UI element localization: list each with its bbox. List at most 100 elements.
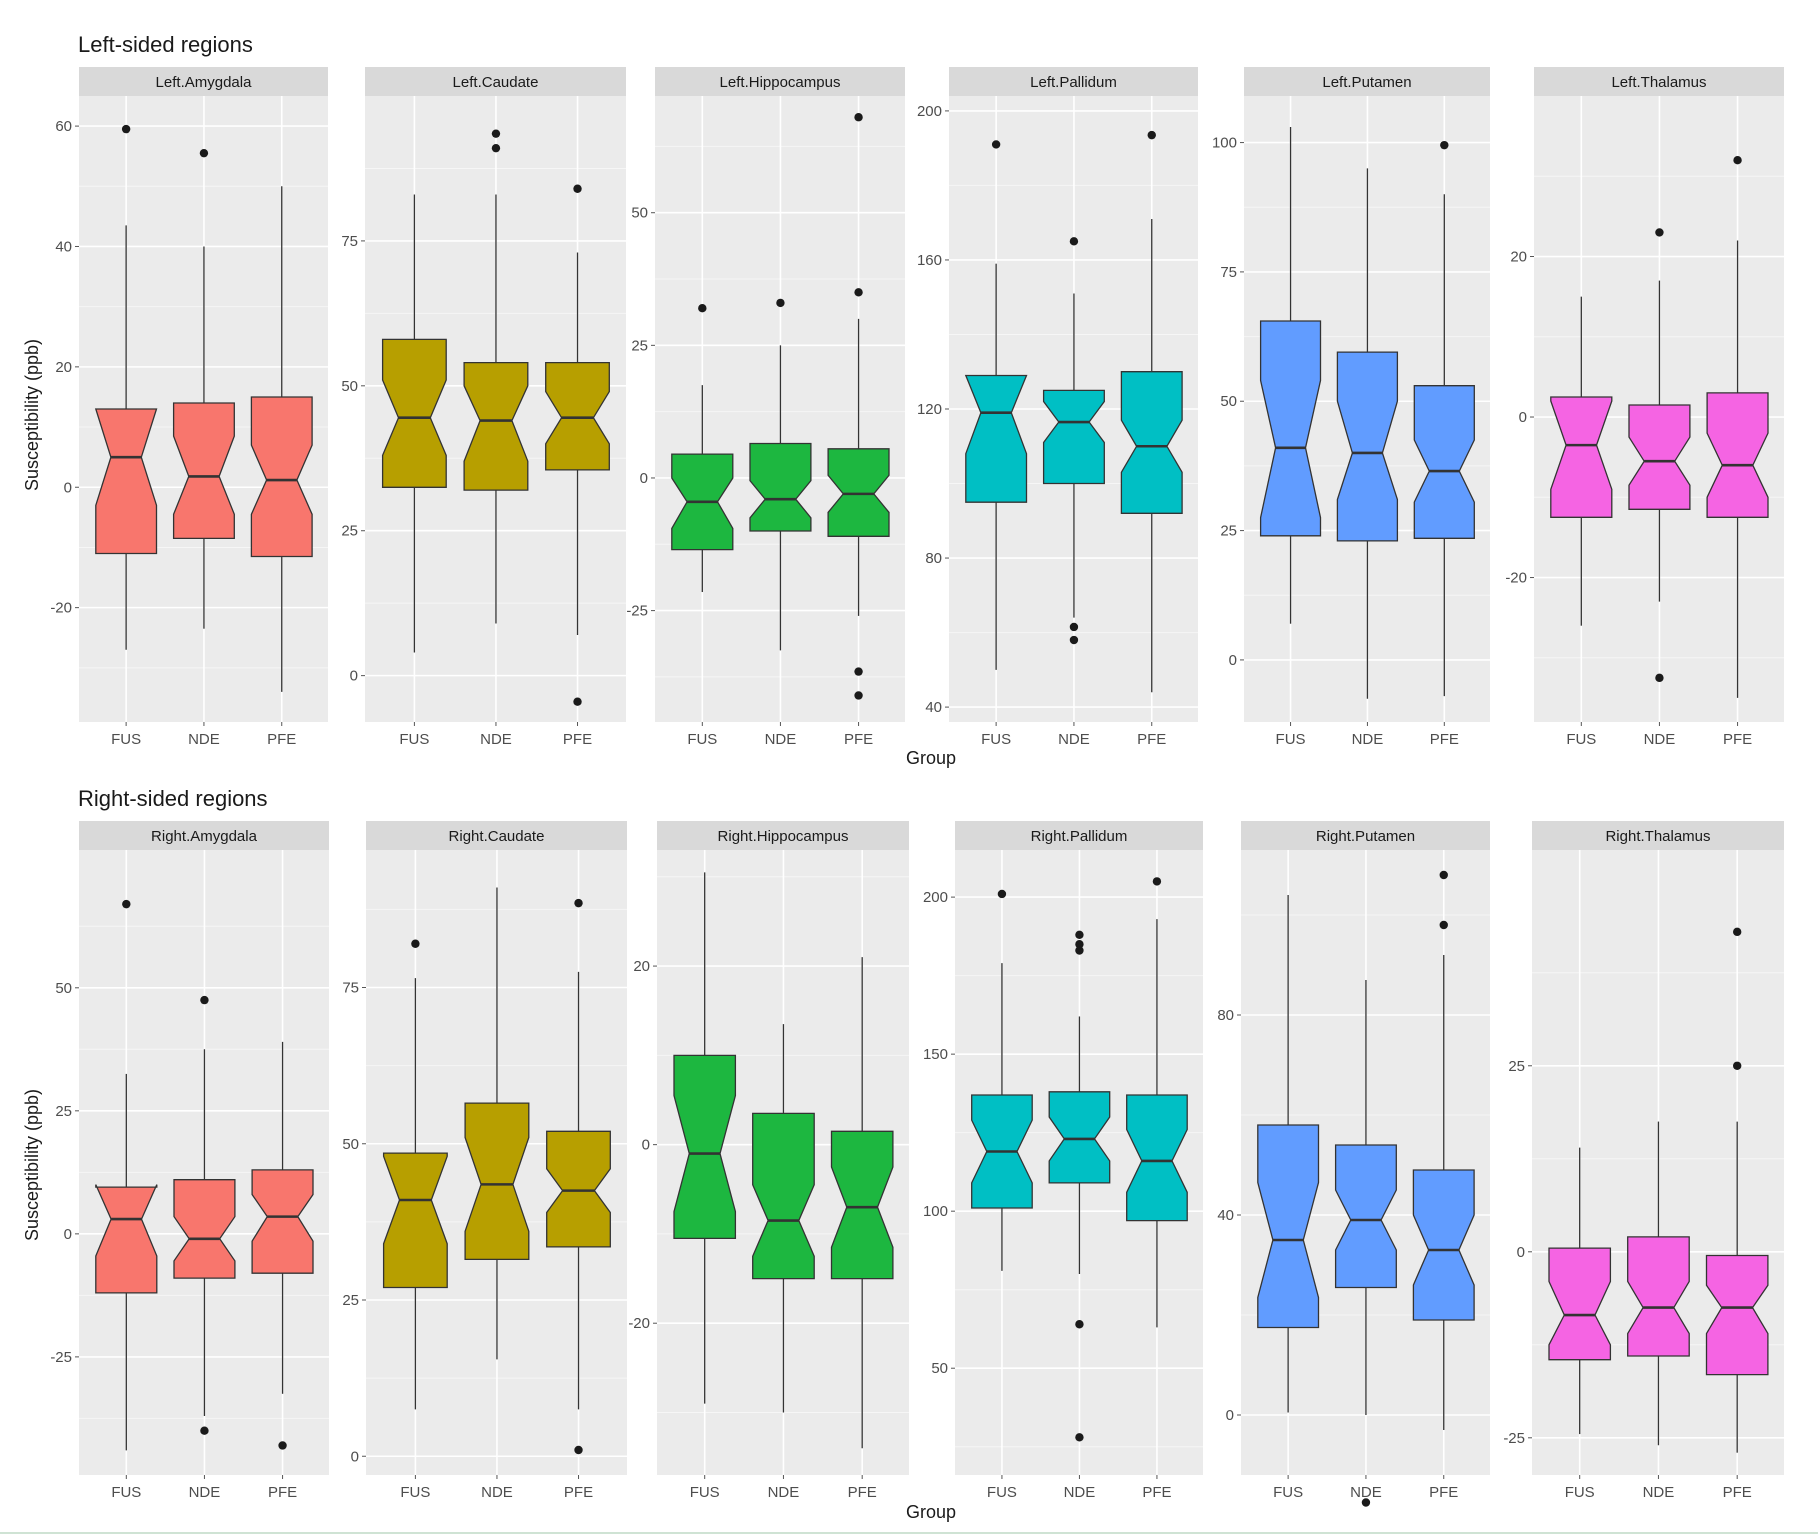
- facet-left-pallidum: Left.Pallidum 40 80 120 160 200 FUS NDE PFE: [917, 67, 1198, 748]
- y-tick-label: 0: [64, 1226, 72, 1243]
- x-tick-label: PFE: [563, 731, 592, 748]
- box-fus: [94, 124, 158, 650]
- y-tick-label: 0: [351, 1448, 359, 1465]
- facet-strip-label: Left.Amygdala: [156, 74, 253, 91]
- box-pfe: [1120, 130, 1183, 693]
- y-tick-label: 150: [923, 1046, 948, 1063]
- outlier-point: [199, 148, 209, 158]
- box-fus: [1259, 127, 1322, 624]
- facet-strip-label: Left.Pallidum: [1030, 74, 1117, 91]
- outlier-point: [122, 899, 131, 909]
- notched-box: [95, 1184, 158, 1294]
- x-tick-label: NDE: [481, 1484, 513, 1501]
- facet-strip-label: Right.Thalamus: [1605, 828, 1710, 845]
- notched-box: [830, 1130, 894, 1280]
- outlier-point: [411, 939, 420, 948]
- x-tick-label: NDE: [1644, 731, 1676, 748]
- facet-strip-label: Right.Putamen: [1316, 828, 1415, 845]
- notched-box: [1413, 385, 1475, 539]
- y-tick-label: 25: [1220, 523, 1237, 540]
- facet-left-caudate: Left.Caudate 0 25 50 75 FUS NDE PFE: [341, 67, 626, 748]
- notched-box: [673, 1054, 737, 1240]
- y-tick-label: 20: [1510, 249, 1527, 266]
- outlier-point: [1147, 130, 1156, 140]
- outlier-point: [854, 288, 863, 297]
- notched-box: [1334, 1144, 1397, 1289]
- notched-box: [1550, 396, 1613, 518]
- x-tick-label: FUS: [400, 1484, 430, 1501]
- y-tick-label: 0: [1226, 1407, 1234, 1424]
- box-pfe: [830, 957, 894, 1449]
- outlier-point: [1732, 927, 1742, 937]
- right-y-axis-title: Susceptibility (ppb): [22, 1089, 42, 1241]
- notched-box: [464, 1102, 530, 1261]
- outlier-point: [1075, 940, 1084, 949]
- facet-strip: [1534, 67, 1784, 96]
- box-nde: [1042, 237, 1105, 645]
- y-tick-label: -20: [50, 600, 72, 617]
- y-tick-label: 40: [55, 238, 72, 255]
- notched-box: [1126, 1094, 1188, 1222]
- outlier-point: [1075, 946, 1084, 955]
- notched-box: [1048, 1091, 1111, 1184]
- box-pfe: [1705, 927, 1769, 1453]
- notched-box: [381, 338, 447, 488]
- facet-strip: [1244, 67, 1490, 96]
- outlier-point: [997, 889, 1007, 899]
- x-tick-label: NDE: [1064, 1484, 1096, 1501]
- notched-box: [250, 396, 313, 558]
- notched-box: [546, 1130, 611, 1248]
- box-fus: [964, 140, 1028, 670]
- x-tick-label: FUS: [690, 1484, 720, 1501]
- box-fus: [671, 304, 734, 593]
- y-tick-label: 120: [917, 401, 942, 418]
- x-tick-label: PFE: [1723, 1484, 1752, 1501]
- y-tick-label: 50: [55, 980, 72, 997]
- x-tick-label: FUS: [1273, 1484, 1303, 1501]
- x-tick-label: PFE: [848, 1484, 877, 1501]
- x-tick-label: PFE: [1723, 731, 1752, 748]
- outlier-point: [698, 304, 707, 313]
- box-nde: [1628, 228, 1691, 683]
- box-nde: [172, 148, 235, 629]
- outlier-point: [1733, 156, 1742, 165]
- y-tick-label: 50: [342, 1136, 359, 1153]
- outlier-point: [1075, 1433, 1084, 1442]
- outlier-point: [1655, 228, 1664, 237]
- facet-strip: [365, 67, 626, 96]
- facet-strip: [1532, 821, 1784, 850]
- x-tick-label: PFE: [1142, 1484, 1171, 1501]
- x-tick-label: PFE: [844, 731, 873, 748]
- y-tick-label: 80: [925, 550, 942, 567]
- notched-box: [382, 1152, 448, 1289]
- notched-box: [173, 1179, 236, 1279]
- x-tick-label: FUS: [1565, 1484, 1595, 1501]
- y-tick-label: 160: [917, 252, 942, 269]
- facet-strip-label: Right.Pallidum: [1031, 828, 1128, 845]
- left-y-axis-title: Susceptibility (ppb): [22, 339, 42, 491]
- notched-box: [964, 374, 1028, 503]
- outlier-point: [1069, 635, 1079, 645]
- notched-box: [1336, 351, 1399, 542]
- y-tick-label: 0: [640, 470, 648, 487]
- facet-strip: [955, 821, 1203, 850]
- y-tick-label: 75: [342, 980, 359, 997]
- y-tick-label: 50: [931, 1360, 948, 1377]
- facet-strip: [79, 821, 329, 850]
- outlier-point: [200, 995, 209, 1005]
- y-tick-label: 20: [633, 958, 650, 975]
- x-tick-label: NDE: [1058, 731, 1090, 748]
- outlier-point: [854, 691, 863, 700]
- box-nde: [752, 1024, 815, 1413]
- facet-left-thalamus: Left.Thalamus -20 0 20 FUS NDE PFE: [1505, 67, 1784, 748]
- box-nde: [749, 298, 812, 651]
- y-tick-label: 75: [341, 233, 358, 250]
- facet-right-amygdala: Right.Amygdala -25 0 25 50 FUS NDE PFE: [50, 821, 329, 1501]
- outlier-point: [574, 898, 583, 908]
- y-tick-label: -20: [1505, 570, 1527, 587]
- y-tick-label: 0: [1517, 1244, 1525, 1261]
- x-tick-label: NDE: [188, 731, 220, 748]
- notched-box: [1257, 1124, 1320, 1329]
- notched-box: [1706, 392, 1769, 518]
- outlier-point: [1440, 140, 1449, 150]
